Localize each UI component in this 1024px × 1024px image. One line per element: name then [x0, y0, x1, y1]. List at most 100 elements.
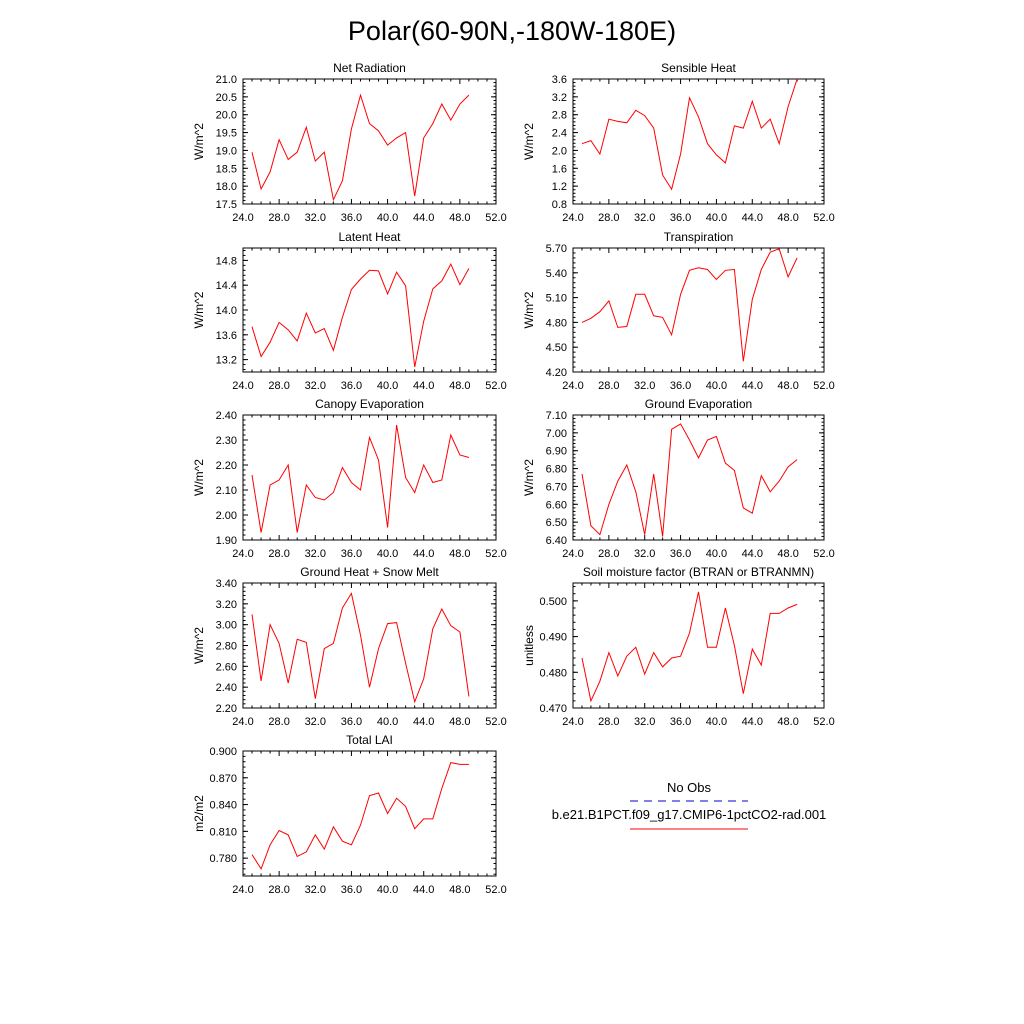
- x-tick-label: 24.0: [562, 212, 583, 224]
- plot-frame: [572, 414, 825, 541]
- x-tick-label: 28.0: [268, 548, 289, 560]
- y-axis-label: unitless: [522, 625, 536, 666]
- y-tick-label: 4.50: [546, 342, 567, 354]
- y-axis-label: m2/m2: [192, 795, 206, 832]
- x-tick-label: 48.0: [449, 548, 470, 560]
- x-tick-label: 44.0: [742, 548, 763, 560]
- y-tick-label: 3.00: [216, 620, 237, 632]
- x-tick-label: 28.0: [598, 380, 619, 392]
- x-tick-label: 28.0: [268, 212, 289, 224]
- y-tick-label: 1.6: [552, 163, 567, 175]
- x-tick-label: 36.0: [670, 716, 691, 728]
- x-tick-label: 28.0: [598, 716, 619, 728]
- y-tick-label: 2.10: [216, 485, 237, 497]
- y-tick-label: 6.90: [546, 446, 567, 458]
- panel-title: Canopy Evaporation: [315, 397, 424, 411]
- x-tick-label: 48.0: [449, 212, 470, 224]
- y-tick-label: 0.780: [209, 853, 237, 865]
- x-tick-label: 44.0: [413, 884, 434, 896]
- chart-panel: Ground Evaporation W/m^2 24.0 28.0 32.0 36.0 4…: [522, 397, 835, 560]
- chart-panel: Net Radiation W/m^2 24.0 28.0 32.0 36.0 40.0 44…: [192, 61, 507, 224]
- y-tick-label: 20.5: [216, 92, 237, 104]
- x-tick-label: 24.0: [232, 548, 253, 560]
- x-tick-label: 48.0: [449, 380, 470, 392]
- y-tick-label: 5.40: [546, 268, 567, 280]
- y-axis-label: W/m^2: [522, 459, 536, 496]
- y-tick-label: 19.0: [216, 145, 237, 157]
- y-tick-label: 20.0: [216, 110, 237, 122]
- x-tick-label: 52.0: [485, 716, 506, 728]
- y-tick-label: 2.4: [552, 128, 567, 140]
- x-tick-label: 44.0: [413, 548, 434, 560]
- x-tick-label: 36.0: [341, 212, 362, 224]
- y-tick-label: 2.80: [216, 641, 237, 653]
- y-tick-label: 18.5: [216, 163, 237, 175]
- x-tick-label: 32.0: [305, 884, 326, 896]
- y-axis-label: W/m^2: [192, 627, 206, 664]
- y-tick-label: 21.0: [216, 74, 237, 86]
- y-tick-label: 2.8: [552, 110, 567, 122]
- y-tick-label: 6.80: [546, 464, 567, 476]
- y-tick-label: 2.60: [216, 661, 237, 673]
- x-tick-label: 24.0: [562, 716, 583, 728]
- x-tick-label: 52.0: [813, 380, 834, 392]
- x-tick-label: 32.0: [305, 212, 326, 224]
- x-tick-label: 48.0: [777, 212, 798, 224]
- x-tick-label: 24.0: [562, 380, 583, 392]
- y-tick-label: 2.40: [216, 410, 237, 422]
- y-tick-label: 0.810: [209, 826, 237, 838]
- x-tick-label: 32.0: [305, 380, 326, 392]
- x-tick-label: 40.0: [706, 380, 727, 392]
- x-tick-label: 48.0: [777, 548, 798, 560]
- chart-panel: Sensible Heat W/m^2 24.0 28.0 32.0 36.0 40.0 44…: [522, 61, 835, 224]
- x-tick-label: 36.0: [670, 212, 691, 224]
- plot-frame: [242, 78, 497, 205]
- x-tick-label: 44.0: [413, 716, 434, 728]
- x-tick-label: 52.0: [485, 380, 506, 392]
- y-axis-label: W/m^2: [192, 123, 206, 160]
- y-tick-label: 17.5: [216, 199, 237, 211]
- y-tick-label: 0.840: [209, 800, 237, 812]
- y-axis-label: W/m^2: [522, 123, 536, 160]
- panel-title: Soil moisture factor (BTRAN or BTRANMN): [583, 565, 814, 579]
- y-tick-label: 1.2: [552, 181, 567, 193]
- x-tick-label: 52.0: [485, 548, 506, 560]
- y-tick-label: 3.40: [216, 578, 237, 590]
- y-tick-label: 2.0: [552, 145, 567, 157]
- y-tick-label: 6.70: [546, 481, 567, 493]
- y-tick-label: 0.8: [552, 199, 567, 211]
- y-tick-label: 1.90: [216, 535, 237, 547]
- x-tick-label: 36.0: [670, 380, 691, 392]
- panel-title: Sensible Heat: [661, 61, 736, 75]
- chart-panel: Canopy Evaporation W/m^2 24.0 28.0 32.0 36.0 4…: [192, 397, 507, 560]
- y-tick-label: 14.4: [216, 280, 237, 292]
- x-tick-label: 24.0: [232, 884, 253, 896]
- panel-title: Total LAI: [346, 733, 393, 747]
- plot-frame: [572, 78, 825, 205]
- x-tick-label: 48.0: [449, 716, 470, 728]
- y-tick-label: 3.20: [216, 599, 237, 611]
- x-tick-label: 52.0: [813, 212, 834, 224]
- y-tick-label: 2.30: [216, 435, 237, 447]
- x-tick-label: 52.0: [813, 548, 834, 560]
- x-tick-label: 40.0: [706, 716, 727, 728]
- chart-panel: Latent Heat W/m^2 24.0 28.0 32.0 36.0 40.0 44.0…: [192, 230, 507, 392]
- y-tick-label: 3.2: [552, 92, 567, 104]
- series-line: [251, 262, 470, 368]
- series-line: [581, 78, 798, 191]
- y-tick-label: 13.2: [216, 355, 237, 367]
- x-tick-label: 52.0: [485, 884, 506, 896]
- y-tick-label: 19.5: [216, 128, 237, 140]
- chart-panel: Ground Heat + Snow Melt W/m^2 24.0 28.0 32.0…: [192, 565, 507, 728]
- series-line: [251, 762, 469, 871]
- y-tick-label: 0.490: [539, 632, 567, 644]
- y-tick-label: 18.0: [216, 181, 237, 193]
- series-line: [581, 423, 798, 537]
- x-tick-label: 24.0: [232, 212, 253, 224]
- plot-frame: [572, 582, 825, 709]
- x-tick-label: 32.0: [305, 716, 326, 728]
- y-tick-label: 0.870: [209, 773, 237, 785]
- x-tick-label: 32.0: [634, 380, 655, 392]
- y-tick-label: 7.10: [546, 410, 567, 422]
- y-tick-label: 6.40: [546, 535, 567, 547]
